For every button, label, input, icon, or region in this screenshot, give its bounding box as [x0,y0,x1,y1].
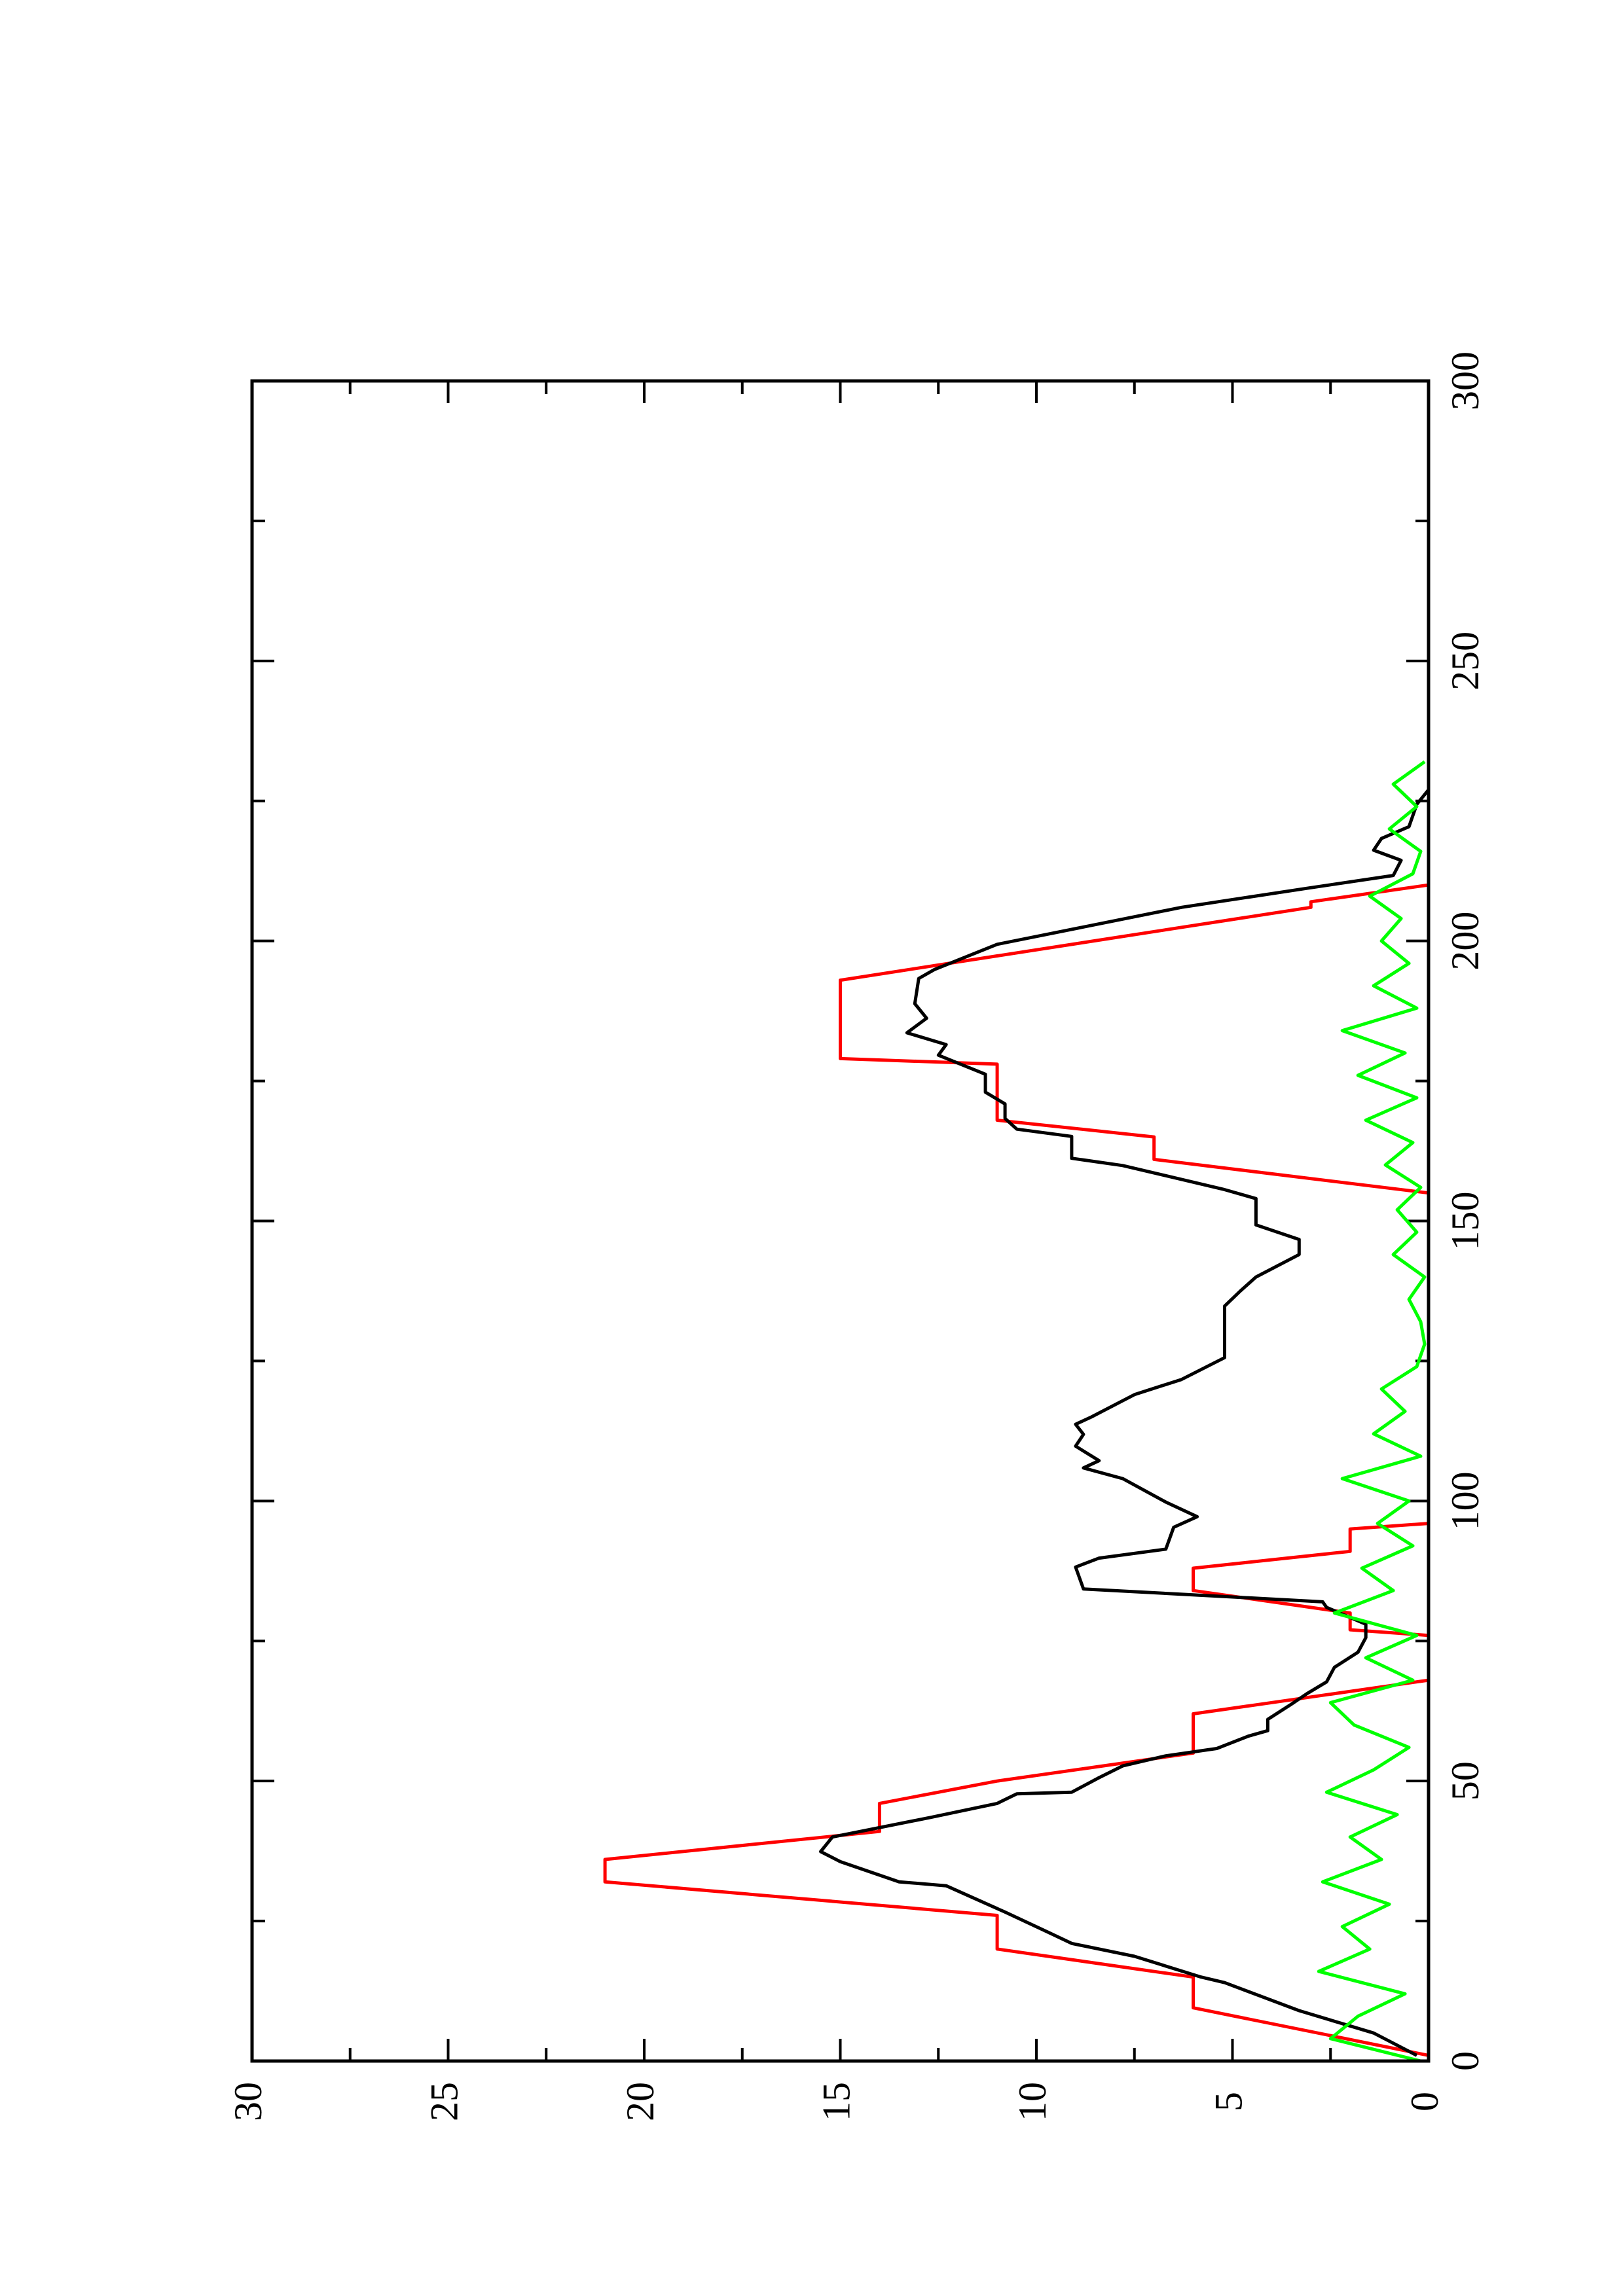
y-tick-label: 5 [1207,2092,1250,2111]
data-line [603,883,1431,2057]
y-tick-label: 15 [814,2082,858,2121]
y-tick-label: 25 [422,2082,465,2121]
y-tick-label: 30 [227,2082,270,2121]
x-tick-label: 150 [1444,1192,1487,1251]
x-tick-label: 250 [1444,632,1487,691]
x-tick-label: 200 [1444,912,1487,971]
plot-frame [250,379,1431,2063]
x-tick-label: 100 [1444,1471,1487,1530]
x-tick-label: 50 [1444,1761,1487,1801]
x-tick-label: 300 [1444,351,1487,410]
y-tick-label: 0 [1403,2092,1446,2111]
y-tick-label: 10 [1011,2082,1054,2121]
data-line [819,789,1430,2057]
data-line [1317,760,1427,2063]
x-tick-label: 0 [1444,2051,1487,2071]
y-tick-label: 20 [619,2082,662,2121]
